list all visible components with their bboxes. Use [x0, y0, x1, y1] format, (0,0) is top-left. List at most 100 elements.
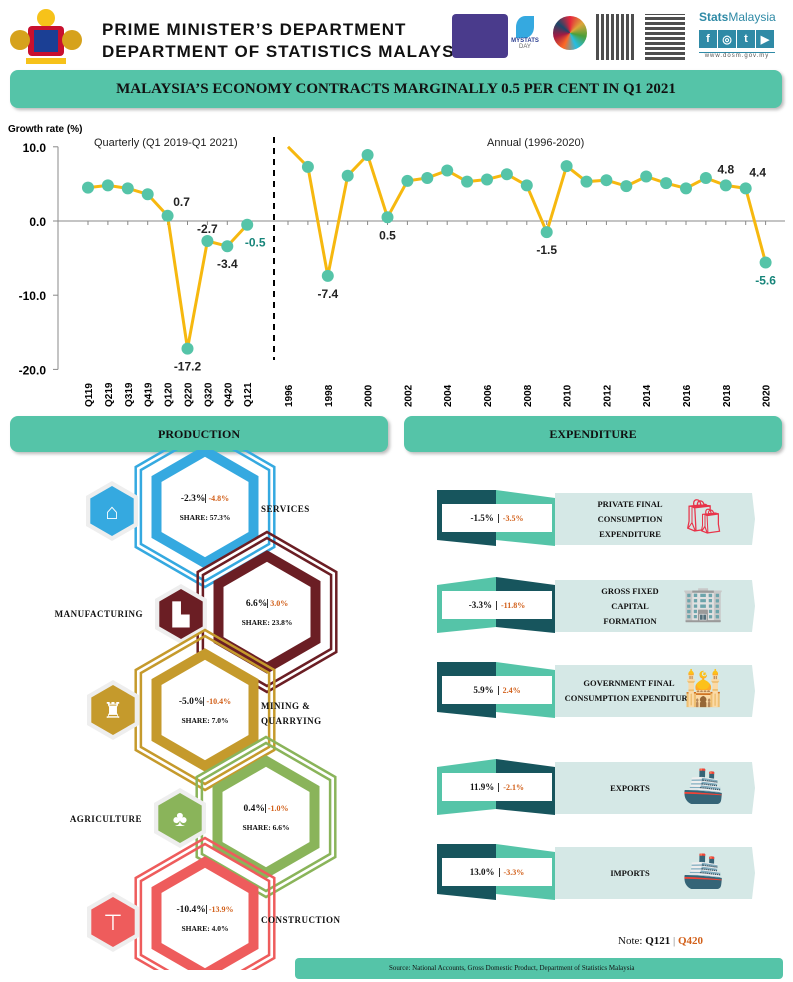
- annual-point-2000: [361, 148, 374, 161]
- sector-growth: 6.6% 3.0%: [217, 599, 317, 609]
- expenditure-values: -1.5% -3.5%: [442, 504, 552, 532]
- x-tick-label: 2006: [483, 384, 494, 407]
- x-tick-label: Q220: [184, 382, 195, 407]
- label-arrow-panel: [555, 493, 755, 545]
- previous-growth: -1.0%: [264, 804, 289, 813]
- mystats-day-logo: MYSTATS DAY: [510, 16, 540, 60]
- current-growth: 0.4%: [243, 804, 265, 814]
- current-growth: 6.6%: [245, 599, 268, 609]
- y-tick-label: 0.0: [29, 215, 46, 229]
- annual-point-2009: [540, 226, 553, 239]
- annual-point-2019: [739, 182, 752, 195]
- sector-services: ⌂: [86, 450, 276, 589]
- production-heading: PRODUCTION: [10, 416, 388, 452]
- day-text: DAY: [519, 44, 531, 50]
- sector-share: SHARE: 4.0%: [181, 924, 229, 933]
- oil-rig-icon: [91, 685, 135, 735]
- expenditure-label: PRIVATE FINAL CONSUMPTION EXPENDITURE: [565, 497, 695, 542]
- twitter-icon[interactable]: t: [737, 30, 755, 48]
- data-label: 0.7: [173, 195, 190, 209]
- sector-share: SHARE: 6.6%: [242, 823, 290, 832]
- expenditure-label-line: FORMATION: [603, 615, 657, 626]
- previous-growth: -13.9%: [205, 905, 234, 914]
- x-tick-label: 2020: [762, 384, 773, 407]
- outer-hex-outline: [195, 735, 337, 899]
- sector-growth: 0.4% -1.0%: [216, 804, 316, 814]
- annual-point-2007: [500, 168, 513, 181]
- factory-icon: [159, 589, 203, 639]
- sector-name: MINING &: [261, 701, 311, 711]
- note-prefix: Note:: [618, 935, 643, 947]
- crane-icon: [91, 897, 135, 947]
- brand-stats: Stats: [699, 10, 729, 24]
- sector-name: CONSTRUCTION: [261, 915, 341, 925]
- x-tick-label: 1998: [324, 384, 335, 407]
- note: Note: Q121 | Q420: [618, 935, 704, 947]
- data-label: 0.5: [379, 228, 396, 242]
- data-label: -5.6: [755, 274, 776, 288]
- source-bar: Source: National Accounts, Gross Domesti…: [295, 958, 783, 979]
- services-icon-glyph: ⌂: [105, 499, 118, 524]
- sector-mining-: ♜: [87, 628, 276, 792]
- previous-growth: -3.3%: [498, 867, 524, 877]
- header-line-2: DEPARTMENT OF STATISTICS MALAYSIA: [102, 42, 474, 61]
- current-growth: 11.9%: [470, 782, 495, 792]
- expenditure-heading: EXPENDITURE: [404, 416, 782, 452]
- sector-growth: -2.3% -4.8%: [155, 494, 255, 504]
- website-link[interactable]: www.dosm.gov.my: [699, 52, 775, 59]
- expenditure-item: 5.9% 2.4% GOVERNMENT FINAL CONSUMPTION EXP…: [437, 662, 757, 720]
- expenditure-label-line: PRIVATE FINAL: [597, 498, 663, 509]
- value-hexagon: [151, 648, 259, 772]
- previous-growth: -2.1%: [498, 782, 524, 792]
- annual-point-2005: [461, 175, 474, 188]
- youtube-icon[interactable]: ▶: [756, 30, 774, 48]
- label-arrow-panel: [555, 665, 755, 717]
- x-tick-label: 2010: [563, 384, 574, 407]
- data-label: -7.4: [317, 287, 338, 301]
- expenditure-values: 11.9% -2.1%: [442, 773, 552, 801]
- annual-point-2015: [660, 177, 673, 190]
- sector-share: SHARE: 57.3%: [179, 513, 231, 522]
- buildings-plane-icon: 🏢: [682, 586, 725, 623]
- instagram-icon[interactable]: ◎: [718, 30, 736, 48]
- data-label: -2.7: [197, 222, 218, 236]
- label-arrow-panel: [555, 847, 755, 899]
- note-current: Q121: [645, 935, 671, 947]
- mystats-text: MYSTATS: [511, 38, 539, 44]
- x-tick-label: 2002: [403, 384, 414, 407]
- quarterly-point-Q320: [201, 235, 214, 248]
- sector-manufacturing: ▙: [155, 530, 338, 694]
- data-label: 4.4: [749, 165, 766, 179]
- expenditure-values: 5.9% 2.4%: [442, 676, 552, 704]
- note-previous: Q420: [677, 935, 704, 947]
- qr-code-icon[interactable]: [596, 14, 636, 60]
- expenditure-label: IMPORTS: [565, 866, 695, 881]
- y-tick-label: -20.0: [19, 363, 47, 377]
- factory-icon-glyph: ▙: [172, 601, 191, 628]
- annual-point-2006: [481, 173, 493, 186]
- palm-tree-icon: [158, 793, 202, 843]
- annual-point-2008: [520, 179, 533, 192]
- expenditure-label-line: GROSS FIXED: [601, 585, 659, 596]
- outer-hex-outline: [139, 842, 271, 970]
- qr-code-facebook-icon[interactable]: [645, 14, 685, 60]
- quarterly-point-Q420: [221, 240, 234, 253]
- x-tick-label: Q219: [104, 382, 115, 407]
- facebook-icon[interactable]: f: [699, 30, 717, 48]
- quarterly-point-Q119: [82, 181, 94, 194]
- expenditure-item: -1.5% -3.5% PRIVATE FINAL CONSUMPTION EXPEN…: [437, 490, 757, 548]
- current-growth: -5.0%: [178, 697, 204, 707]
- quarterly-point-Q219: [101, 179, 114, 192]
- x-tick-label: 2018: [722, 384, 733, 407]
- x-tick-label: 2014: [642, 384, 653, 407]
- previous-growth: 3.0%: [267, 599, 289, 608]
- outer-hex-outline: [200, 741, 332, 893]
- government-building-icon: 🕌: [682, 671, 725, 708]
- sector-label: CONSTRUCTION: [261, 913, 341, 928]
- quarterly-point-Q220: [181, 342, 194, 355]
- previous-growth: 2.4%: [497, 685, 521, 695]
- previous-growth: -4.8%: [205, 494, 230, 503]
- sector-share: SHARE: 7.0%: [181, 716, 229, 725]
- sector-growth: -10.4% -13.9%: [155, 905, 255, 915]
- sdg-logo: [553, 16, 587, 50]
